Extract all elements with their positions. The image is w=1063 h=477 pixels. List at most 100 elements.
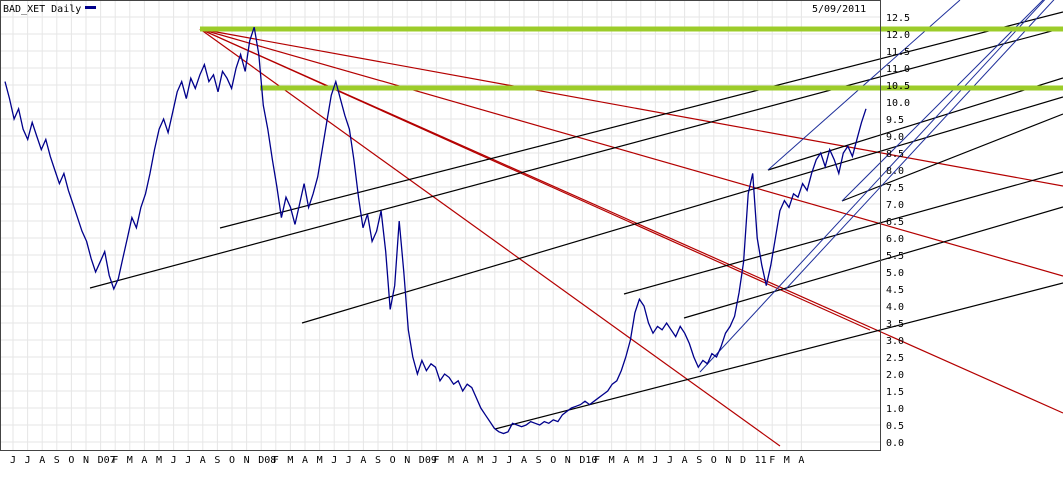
x-tick-label: A [682, 455, 688, 466]
y-tick-label: 9.0 [886, 132, 904, 143]
x-tick-label: J [25, 455, 31, 466]
channel-line [623, 171, 1063, 295]
x-tick-label: A [623, 455, 629, 466]
x-tick-label: F [769, 455, 775, 466]
y-tick-label: 3.0 [886, 336, 904, 347]
y-tick-label: 9.5 [886, 115, 904, 126]
channel-line [89, 27, 1063, 289]
x-tick-label: D [740, 455, 746, 466]
x-tick-label: A [798, 455, 804, 466]
y-tick-label: 6.5 [886, 217, 904, 228]
x-tick-label: M [477, 455, 483, 466]
x-tick-label: M [448, 455, 454, 466]
x-tick-label: J [346, 455, 352, 466]
x-tick-label: 11 [755, 455, 767, 466]
y-tick-label: 5.5 [886, 251, 904, 262]
x-tick-label: O [68, 455, 74, 466]
x-tick-label: M [317, 455, 323, 466]
x-tick-label: S [536, 455, 542, 466]
y-tick-label: 7.5 [886, 183, 904, 194]
y-tick-label: 12.0 [886, 30, 910, 41]
blue-channel-line [784, 0, 1055, 291]
x-tick-label: M [156, 455, 162, 466]
trendline-overlays [89, 0, 1063, 447]
y-tick-label: 10.5 [886, 81, 910, 92]
chart-grid [1, 1, 880, 450]
x-tick-label: S [696, 455, 702, 466]
x-tick-label: D08 [258, 455, 276, 466]
y-tick-label: 5.0 [886, 268, 904, 279]
y-tick-label: 1.5 [886, 387, 904, 398]
y-tick-label: 8.5 [886, 149, 904, 160]
x-tick-label: A [463, 455, 469, 466]
y-tick-label: 11.5 [886, 47, 910, 58]
x-tick-label: A [141, 455, 147, 466]
x-tick-label: J [492, 455, 498, 466]
y-tick-label: 0.5 [886, 421, 904, 432]
x-tick-label: O [229, 455, 235, 466]
y-tick-label: 4.0 [886, 302, 904, 313]
x-tick-label: N [404, 455, 410, 466]
x-tick-label: D09 [419, 455, 437, 466]
x-tick-label: A [39, 455, 45, 466]
x-tick-label: J [10, 455, 16, 466]
y-tick-label: 0.0 [886, 438, 904, 449]
fan-line [199, 28, 871, 331]
y-tick-label: 2.5 [886, 353, 904, 364]
channel-line [494, 282, 1063, 430]
x-tick-label: A [200, 455, 206, 466]
x-tick-label: D07 [98, 455, 116, 466]
channel-line [767, 77, 1063, 171]
x-tick-label: J [506, 455, 512, 466]
price-series [4, 26, 867, 435]
x-tick-label: O [390, 455, 396, 466]
x-tick-label: F [594, 455, 600, 466]
x-tick-label: N [244, 455, 250, 466]
blue-channel-line [699, 0, 1046, 373]
x-tick-label: J [652, 455, 658, 466]
x-tick-label: A [302, 455, 308, 466]
x-tick-label: N [725, 455, 731, 466]
x-tick-label: F [273, 455, 279, 466]
legend-swatch [85, 6, 96, 9]
x-tick-label: F [433, 455, 439, 466]
plot-frame [0, 0, 881, 451]
x-tick-label: J [667, 455, 673, 466]
y-tick-label: 11.0 [886, 64, 910, 75]
chart-date: 5/09/2011 [812, 4, 866, 15]
x-tick-label: M [638, 455, 644, 466]
y-tick-label: 2.0 [886, 370, 904, 381]
channel-line [219, 11, 1063, 229]
x-tick-label: D10 [579, 455, 597, 466]
fan-line [199, 28, 1063, 277]
x-tick-label: S [375, 455, 381, 466]
x-tick-label: M [609, 455, 615, 466]
y-tick-label: 4.5 [886, 285, 904, 296]
x-tick-label: J [185, 455, 191, 466]
x-tick-label: J [171, 455, 177, 466]
chart-title: BAD_XET Daily [3, 4, 81, 15]
channel-line [841, 113, 1063, 202]
y-tick-label: 7.0 [886, 200, 904, 211]
y-tick-label: 10.0 [886, 98, 910, 109]
y-axis: 12.5 12.0 11.5 11.0 10.5 10.0 9.5 9.0 8.5 8.0 7.5 7… [886, 13, 910, 449]
x-tick-label: M [287, 455, 293, 466]
x-tick-label: N [83, 455, 89, 466]
fan-line [199, 28, 1063, 187]
y-tick-label: 1.0 [886, 404, 904, 415]
x-tick-label: F [112, 455, 118, 466]
y-tick-label: 6.0 [886, 234, 904, 245]
x-tick-label: O [711, 455, 717, 466]
y-tick-label: 12.5 [886, 13, 910, 24]
y-tick-label: 3.5 [886, 319, 904, 330]
channel-line [683, 206, 1063, 319]
price-line [4, 26, 867, 435]
x-tick-label: O [550, 455, 556, 466]
x-tick-label: S [54, 455, 60, 466]
channel-line [301, 96, 1063, 324]
x-tick-label: A [360, 455, 366, 466]
x-tick-label: A [521, 455, 527, 466]
x-tick-label: J [331, 455, 337, 466]
